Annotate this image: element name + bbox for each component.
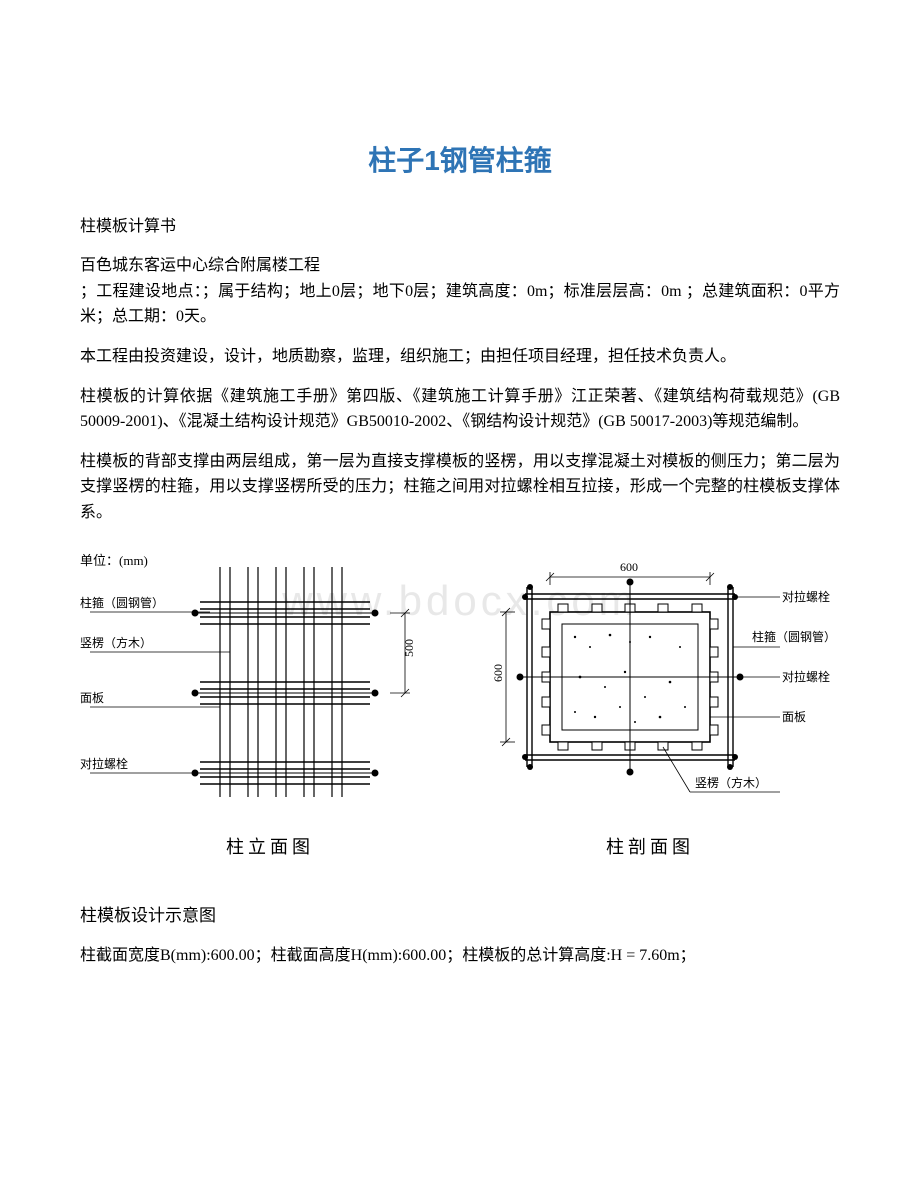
caption-section: 柱剖面图 [460,833,840,862]
paragraph-4: 本工程由投资建设，设计，地质勘察，监理，组织施工；由担任项目经理，担任技术负责人… [80,344,840,370]
dim-600-left: 600 [491,664,505,682]
last-paragraph: 柱截面宽度B(mm):600.00；柱截面高度H(mm):600.00；柱模板的… [80,943,840,969]
section-view: 600 600 对拉螺栓 柱箍（圆钢管） [491,560,836,792]
figure-sub-caption: 柱模板设计示意图 [80,902,840,929]
elevation-view: 单位：(mm) [80,553,416,797]
elev-label-shuleng: 竖楞（方木） [80,635,152,650]
sec-label-duila-top: 对拉螺栓 [782,589,830,604]
paragraph-3: ；工程建设地点：；属于结构；地上0层；地下0层；建筑高度：0m；标准层层高：0m… [80,283,840,326]
elev-label-mianban: 面板 [80,691,104,705]
dim-500: 500 [402,639,416,657]
paragraph-2-3: 百色城东客运中心综合附属楼工程 ；工程建设地点：；属于结构；地上0层；地下0层；… [80,253,840,330]
figure-captions: 柱立面图 柱剖面图 [80,833,840,862]
paragraph-2: 百色城东客运中心综合附属楼工程 [80,257,320,274]
sec-label-shuleng: 竖楞（方木） [695,775,767,790]
elev-label-duila: 对拉螺栓 [80,756,128,771]
elev-label-zhugu: 柱箍（圆钢管） [80,595,164,610]
paragraph-6: 柱模板的背部支撑由两层组成，第一层为直接支撑模板的竖楞，用以支撑混凝土对模板的侧… [80,449,840,526]
sec-label-mianban: 面板 [782,710,806,724]
column-diagram-svg: 单位：(mm) [80,547,840,827]
paragraph-1: 柱模板计算书 [80,214,840,240]
document-page: 柱子1钢管柱箍 柱模板计算书 百色城东客运中心综合附属楼工程 ；工程建设地点：；… [0,0,920,1191]
sec-label-duila-mid: 对拉螺栓 [782,669,830,684]
unit-label: 单位：(mm) [80,553,148,568]
document-title: 柱子1钢管柱箍 [80,139,840,184]
paragraph-5: 柱模板的计算依据《建筑施工手册》第四版、《建筑施工计算手册》江正荣著、《建筑结构… [80,384,840,435]
sec-label-zhugu: 柱箍（圆钢管） [752,629,836,644]
caption-elevation: 柱立面图 [80,833,460,862]
figure-container: www.bdocx.com 单位：(mm) [80,547,840,862]
dim-600-top: 600 [620,560,638,574]
